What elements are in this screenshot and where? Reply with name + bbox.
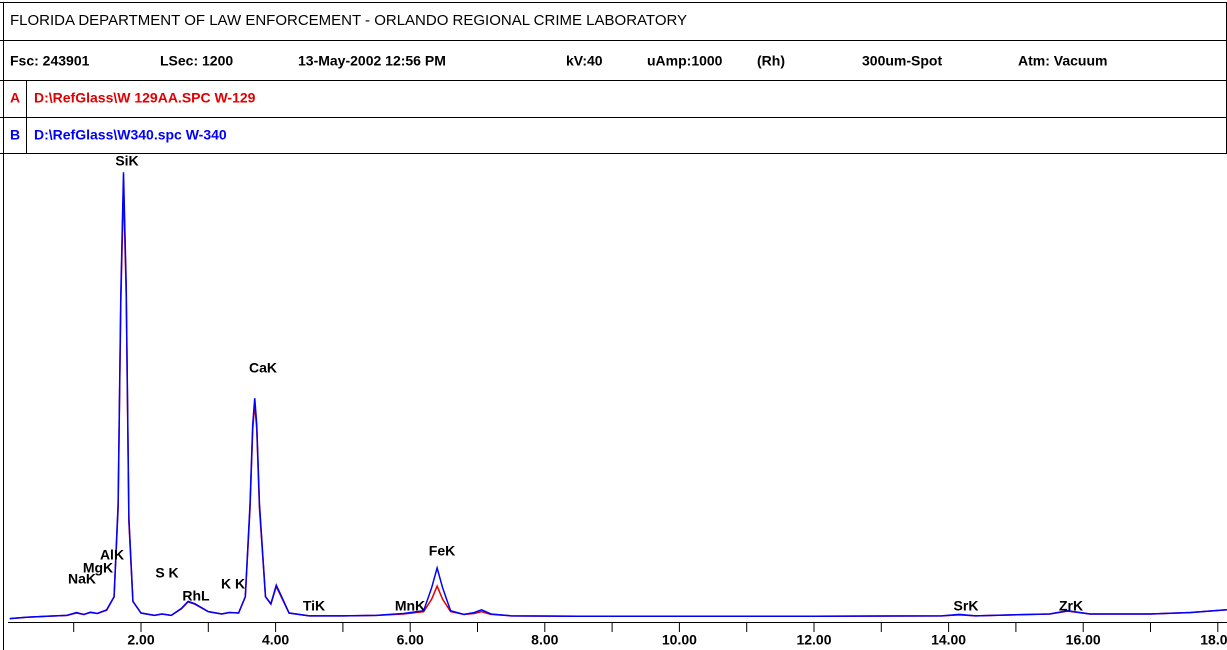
info-item: 13-May-2002 12:56 PM <box>298 53 446 69</box>
legend-label: D:\RefGlass\W 129AA.SPC W-129 <box>34 90 256 106</box>
legend-key: B <box>10 127 20 143</box>
peak-label: SiK <box>115 153 138 169</box>
info-item: Fsc: 243901 <box>10 53 90 69</box>
x-tick-label: 14.00 <box>931 632 966 648</box>
peak-label: MgK <box>83 560 113 576</box>
info-item: LSec: 1200 <box>160 53 233 69</box>
peak-label: SrK <box>954 598 979 614</box>
x-tick-label: 16.00 <box>1066 632 1101 648</box>
info-row: Fsc: 243901 LSec: 1200 13-May-2002 12:56 P… <box>10 53 1107 69</box>
legend-label: D:\RefGlass\W340.spc W-340 <box>34 127 227 143</box>
peak-label: CaK <box>249 360 277 376</box>
peak-label: MnK <box>395 598 425 614</box>
x-tick-label: 8.00 <box>531 632 558 648</box>
peak-label: K K <box>221 576 245 592</box>
peak-label: AlK <box>100 547 124 563</box>
x-tick-label: 10.00 <box>662 632 697 648</box>
info-item: Atm: Vacuum <box>1018 53 1107 69</box>
title: FLORIDA DEPARTMENT OF LAW ENFORCEMENT - … <box>10 12 687 29</box>
info-item: 300um-Spot <box>862 53 942 69</box>
peak-label: FeK <box>429 543 455 559</box>
peak-label: RhL <box>182 588 210 604</box>
plot: 2.00 4.00 6.00 8.00 10.00 12.00 14.00 16.00 18.0… <box>8 153 1227 648</box>
spectrum-line <box>9 172 1227 620</box>
x-tick-label: 18.00 <box>1200 632 1227 648</box>
peak-label: ZrK <box>1059 598 1083 614</box>
info-item: (Rh) <box>757 53 785 69</box>
legend: A D:\RefGlass\W 129AA.SPC W-129 B D:\RefGla… <box>10 90 256 143</box>
peak-label: TiK <box>303 598 325 614</box>
x-tick-label: 6.00 <box>397 632 424 648</box>
x-tick-label: 12.00 <box>796 632 831 648</box>
info-item: kV:40 <box>566 53 603 69</box>
x-tick-label: 4.00 <box>262 632 289 648</box>
info-item: uAmp:1000 <box>647 53 723 69</box>
peak-label: S K <box>155 565 178 581</box>
legend-key: A <box>10 90 20 106</box>
peak-label: NaK <box>68 571 96 587</box>
x-tick-label: 2.00 <box>127 632 154 648</box>
